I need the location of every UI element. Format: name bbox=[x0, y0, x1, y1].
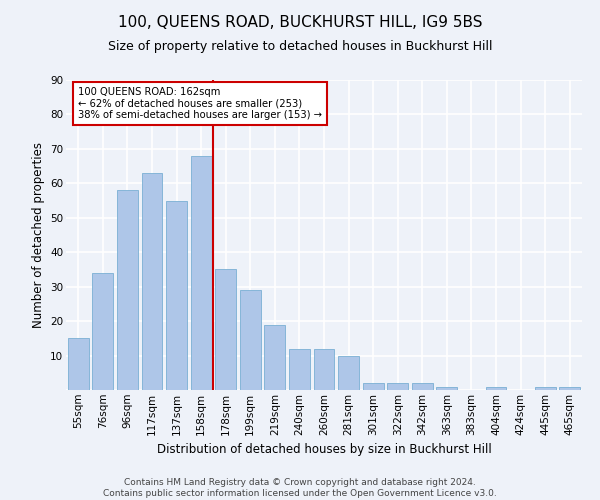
Bar bbox=[289, 348, 310, 390]
Bar bbox=[142, 173, 163, 390]
Bar bbox=[191, 156, 212, 390]
Bar bbox=[485, 386, 506, 390]
Bar bbox=[240, 290, 261, 390]
Bar bbox=[436, 386, 457, 390]
Text: Size of property relative to detached houses in Buckhurst Hill: Size of property relative to detached ho… bbox=[108, 40, 492, 53]
Bar bbox=[387, 383, 408, 390]
X-axis label: Distribution of detached houses by size in Buckhurst Hill: Distribution of detached houses by size … bbox=[157, 443, 491, 456]
Bar bbox=[362, 383, 383, 390]
Bar bbox=[117, 190, 138, 390]
Bar bbox=[92, 273, 113, 390]
Bar bbox=[68, 338, 89, 390]
Bar bbox=[338, 356, 359, 390]
Bar bbox=[215, 270, 236, 390]
Bar bbox=[412, 383, 433, 390]
Y-axis label: Number of detached properties: Number of detached properties bbox=[32, 142, 44, 328]
Text: 100 QUEENS ROAD: 162sqm
← 62% of detached houses are smaller (253)
38% of semi-d: 100 QUEENS ROAD: 162sqm ← 62% of detache… bbox=[78, 87, 322, 120]
Bar bbox=[535, 386, 556, 390]
Bar bbox=[314, 348, 334, 390]
Text: Contains HM Land Registry data © Crown copyright and database right 2024.
Contai: Contains HM Land Registry data © Crown c… bbox=[103, 478, 497, 498]
Text: 100, QUEENS ROAD, BUCKHURST HILL, IG9 5BS: 100, QUEENS ROAD, BUCKHURST HILL, IG9 5B… bbox=[118, 15, 482, 30]
Bar bbox=[166, 200, 187, 390]
Bar bbox=[265, 324, 286, 390]
Bar bbox=[559, 386, 580, 390]
